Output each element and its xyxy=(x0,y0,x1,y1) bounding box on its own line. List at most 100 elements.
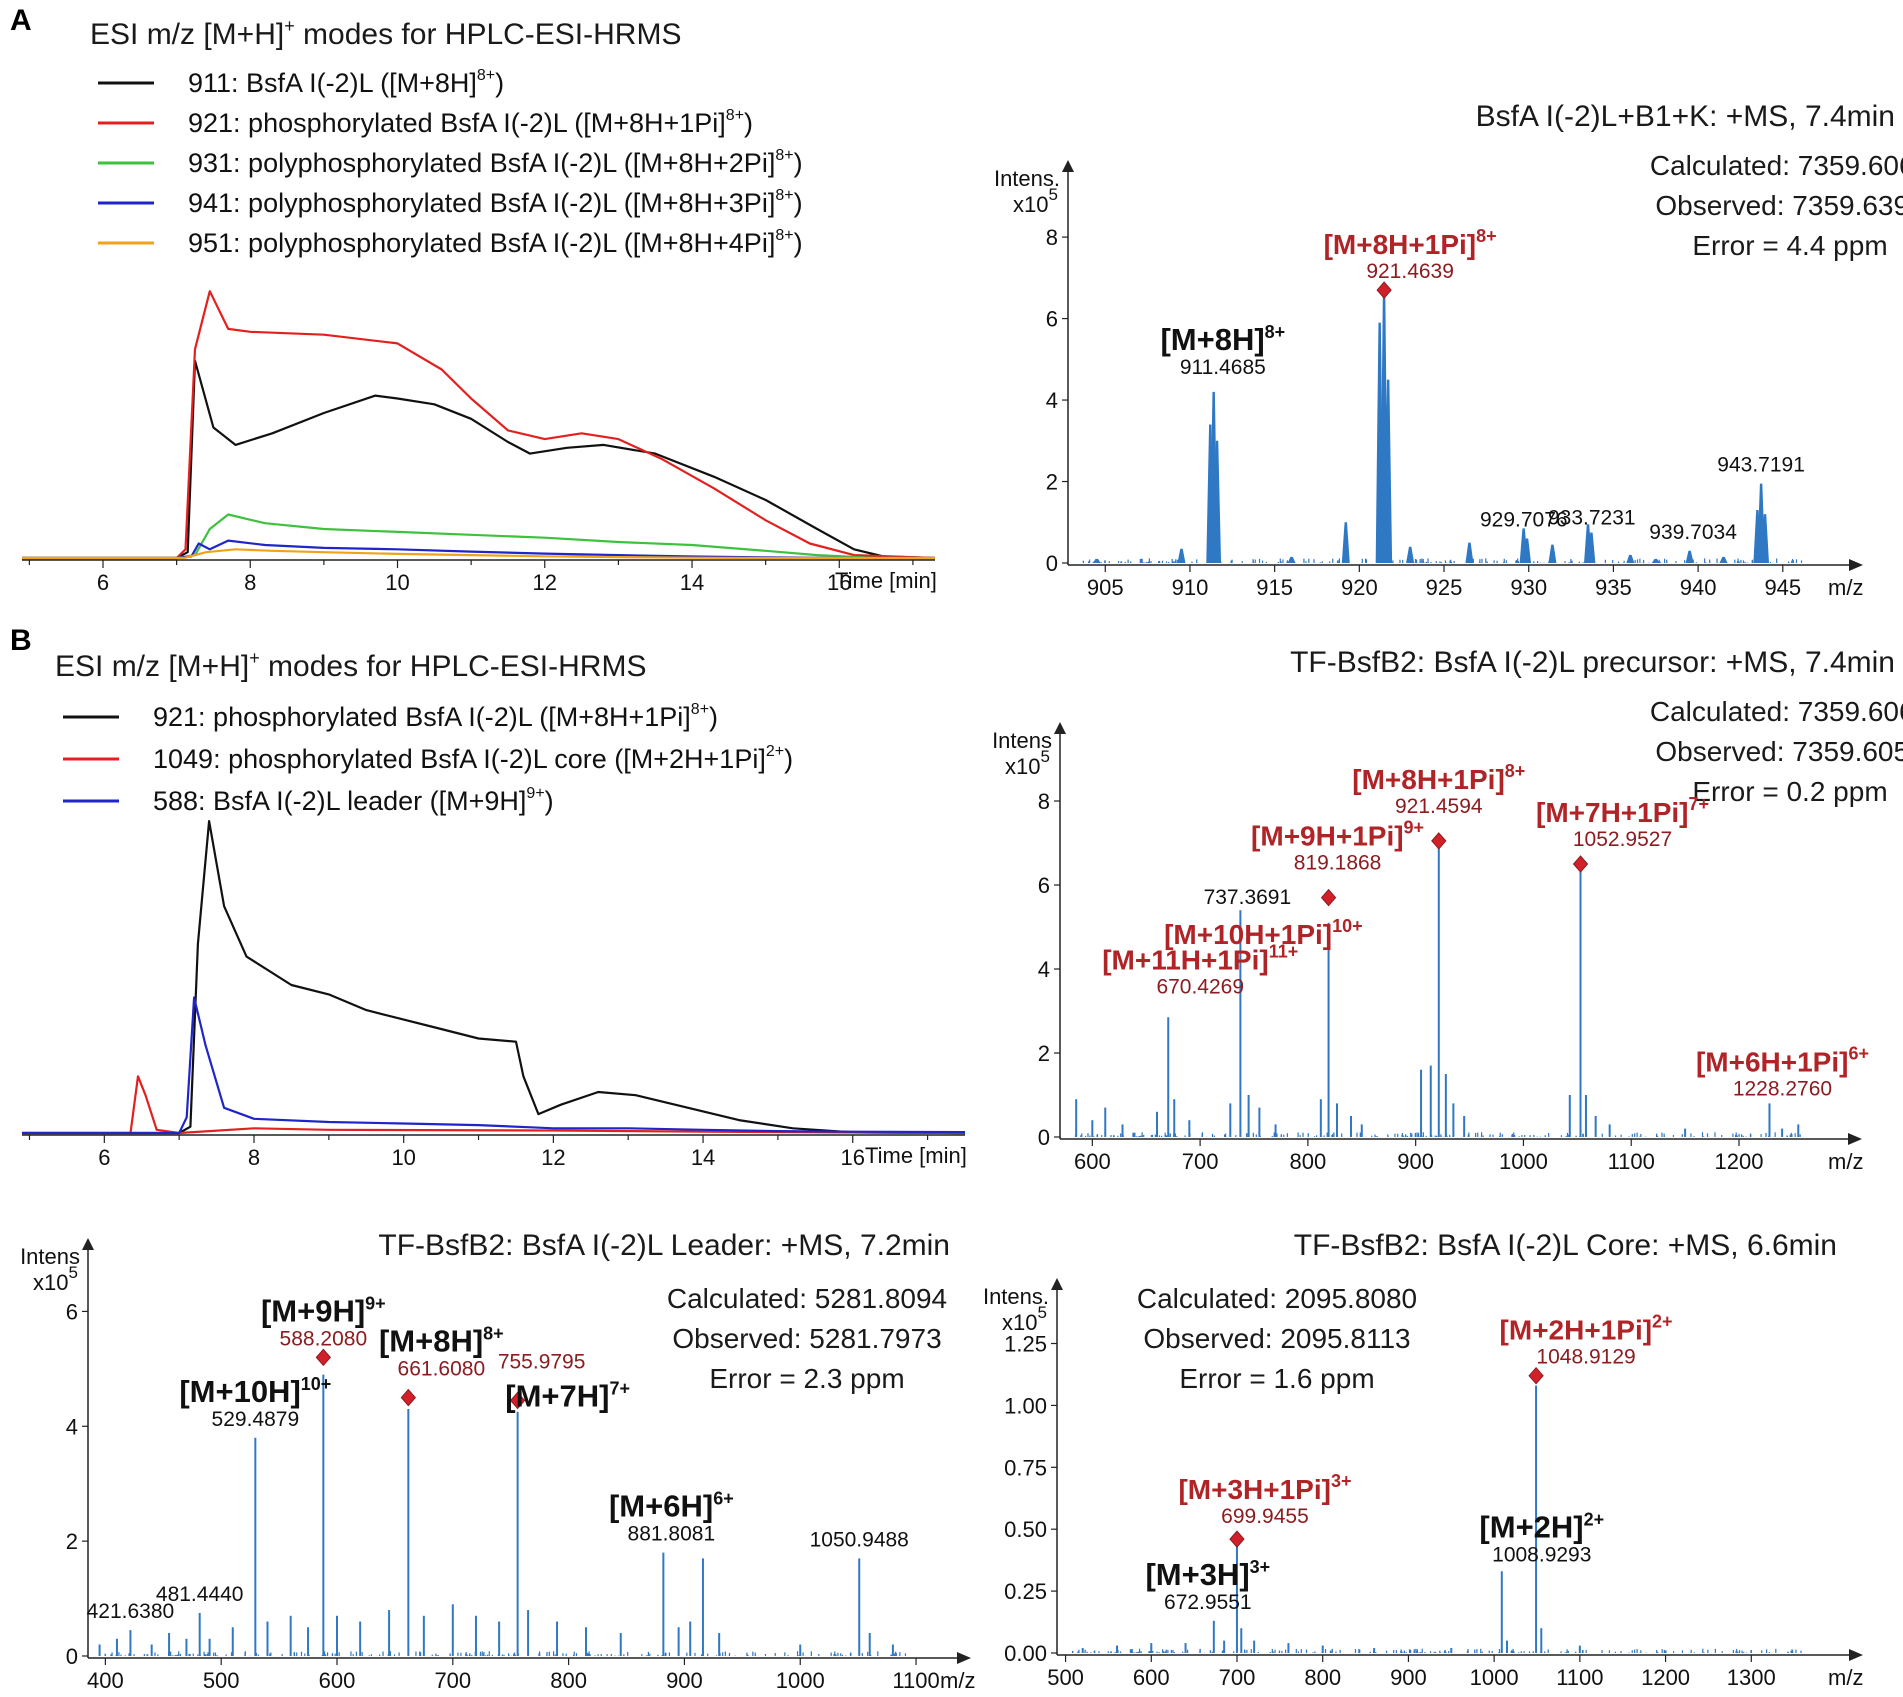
mass-info-line: Observed: 2095.8113 xyxy=(1143,1323,1410,1354)
series-line-951 xyxy=(22,548,935,560)
x-tick-label: 400 xyxy=(87,1668,124,1693)
y-axis-multiplier: x105 xyxy=(1013,185,1058,217)
mass-spectrum-b-core: TF-BsfB2: BsfA I(-2)L Core: +MS, 6.6min C… xyxy=(983,1229,1864,1690)
peak-ion-label: [M+6H+1Pi]6+ xyxy=(1696,1043,1869,1077)
peak-value: 1052.9527 xyxy=(1573,828,1672,851)
x-tick-label: 800 xyxy=(550,1668,587,1693)
y-tick-label: 0 xyxy=(1046,551,1058,576)
x-tick-label: 600 xyxy=(1133,1665,1170,1690)
y-axis-multiplier: x105 xyxy=(1002,1303,1047,1335)
x-tick-label: 500 xyxy=(1047,1665,1084,1690)
chart-title: ESI m/z [M+H]+ modes for HPLC-ESI-HRMS xyxy=(55,648,646,683)
x-tick-label: 6 xyxy=(98,1145,110,1170)
y-tick-label: 1.00 xyxy=(1004,1393,1047,1418)
peak-ion-label: [M+7H+1Pi]7+ xyxy=(1536,794,1709,828)
chart-title: TF-BsfB2: BsfA I(-2)L Leader: +MS, 7.2mi… xyxy=(378,1229,950,1262)
x-tick-label: 700 xyxy=(1219,1665,1256,1690)
chart-title: ESI m/z [M+H]+ modes for HPLC-ESI-HRMS xyxy=(90,16,681,51)
mass-info-line: Observed: 7359.6390 xyxy=(1655,190,1903,221)
series-line-931 xyxy=(22,513,935,560)
chromatogram-b: ESI m/z [M+H]+ modes for HPLC-ESI-HRMS 92… xyxy=(22,648,967,1170)
x-axis-arrow xyxy=(957,1652,971,1664)
peak-marker xyxy=(509,1391,526,1410)
chromatogram-a: ESI m/z [M+H]+ modes for HPLC-ESI-HRMS 91… xyxy=(22,16,937,595)
x-tick-label: 1000 xyxy=(776,1668,825,1693)
peak-ion-label: [M+10H+1Pi]10+ xyxy=(1164,916,1363,950)
x-tick-label: 945 xyxy=(1764,575,1801,600)
peak-value: 1048.9129 xyxy=(1536,1346,1635,1369)
peak-941.5 xyxy=(1719,556,1728,563)
mass-spectrum-b-leader: TF-BsfB2: BsfA I(-2)L Leader: +MS, 7.2mi… xyxy=(20,1229,975,1693)
x-tick-label: 12 xyxy=(533,570,557,595)
x-tick-label: 930 xyxy=(1510,575,1547,600)
x-axis-label: m/z xyxy=(1828,575,1863,600)
mass-info-line: Error = 4.4 ppm xyxy=(1692,230,1887,261)
x-tick-label: 1100 xyxy=(1608,1149,1655,1174)
y-tick-label: 4 xyxy=(1046,388,1058,413)
x-tick-label: 6 xyxy=(97,570,109,595)
mass-info-line: Calculated: 2095.8080 xyxy=(1137,1283,1417,1314)
x-axis-label: m/z xyxy=(1828,1665,1863,1690)
peak-ion-label: [M+8H+1Pi]8+ xyxy=(1324,226,1497,260)
legend-entry: 951: polyphosphorylated BsfA I(-2)L ([M+… xyxy=(188,227,803,258)
y-tick-label: 0.75 xyxy=(1004,1455,1047,1480)
series-line-588 xyxy=(22,996,966,1135)
peak-ion-label: [M+2H]2+ xyxy=(1479,1509,1604,1544)
legend-entry: 921: phosphorylated BsfA I(-2)L ([M+8H+1… xyxy=(188,107,753,138)
x-tick-label: 1000 xyxy=(1499,1149,1548,1174)
series-line-921 xyxy=(22,819,966,1135)
peak-value: 1050.9488 xyxy=(810,1528,909,1551)
peak-value: 588.2080 xyxy=(280,1327,368,1350)
peak-marker xyxy=(400,1388,417,1407)
peak-value: 670.4269 xyxy=(1156,975,1244,998)
x-axis-arrow xyxy=(1849,1649,1863,1661)
peak-ion-label: [M+8H+1Pi]8+ xyxy=(1352,761,1525,795)
peak-ion-label: [M+2H+1Pi]2+ xyxy=(1500,1312,1673,1346)
peak-value: 421.6380 xyxy=(87,1600,175,1623)
peak-value: 943.7191 xyxy=(1717,454,1805,477)
peak-ion-label: [M+8H]8+ xyxy=(379,1324,504,1359)
peak-value: 481.4440 xyxy=(156,1583,244,1606)
y-tick-label: 0.50 xyxy=(1004,1517,1047,1542)
peak-ion-label: [M+10H]10+ xyxy=(179,1374,331,1409)
mass-info-line: Error = 1.6 ppm xyxy=(1179,1363,1374,1394)
y-axis-arrow xyxy=(1062,160,1074,172)
y-axis-label: Intens. xyxy=(994,166,1060,191)
peak-marker xyxy=(1320,888,1337,907)
x-tick-label: 800 xyxy=(1304,1665,1341,1690)
legend-entry: 931: polyphosphorylated BsfA I(-2)L ([M+… xyxy=(188,147,803,178)
peak-value: 933.7231 xyxy=(1548,506,1636,529)
peak-926.5 xyxy=(1465,542,1474,563)
series-line-1049 xyxy=(22,1075,966,1135)
x-axis-arrow xyxy=(1849,559,1863,571)
x-tick-label: 920 xyxy=(1341,575,1378,600)
panel-letter-b: B xyxy=(10,624,32,657)
mass-info-line: Error = 2.3 ppm xyxy=(709,1363,904,1394)
legend-entry: 921: phosphorylated BsfA I(-2)L ([M+8H+1… xyxy=(153,701,718,732)
mass-info-line: Observed: 7359.6054 xyxy=(1655,736,1903,767)
x-tick-label: 600 xyxy=(1074,1149,1111,1174)
y-tick-label: 0.25 xyxy=(1004,1579,1047,1604)
x-tick-label: 12 xyxy=(541,1145,565,1170)
peak-923 xyxy=(1406,546,1415,563)
y-axis-arrow xyxy=(82,1238,94,1250)
y-axis-label: Intens xyxy=(20,1244,80,1269)
mass-info-line: Calculated: 5281.8094 xyxy=(667,1283,947,1314)
y-tick-label: 0.00 xyxy=(1004,1641,1047,1666)
x-axis-label: Time [min] xyxy=(835,568,937,593)
x-tick-label: 8 xyxy=(248,1145,260,1170)
peak-921.7 xyxy=(1384,379,1393,563)
x-tick-label: 14 xyxy=(691,1145,715,1170)
x-tick-label: 700 xyxy=(434,1668,471,1693)
y-tick-label: 2 xyxy=(1038,1041,1050,1066)
legend-entry: 1049: phosphorylated BsfA I(-2)L core ([… xyxy=(153,743,793,774)
x-tick-label: 1300 xyxy=(1727,1665,1776,1690)
series-line-911 xyxy=(22,359,936,560)
legend-entry: 588: BsfA I(-2)L leader ([M+9H]9+) xyxy=(153,785,554,816)
x-tick-label: 1200 xyxy=(1641,1665,1690,1690)
peak-ion-label: [M+6H]6+ xyxy=(609,1489,734,1524)
peak-value: 661.6080 xyxy=(398,1358,486,1381)
peak-ion-label: [M+3H]3+ xyxy=(1145,1557,1270,1592)
x-tick-label: 700 xyxy=(1182,1149,1219,1174)
